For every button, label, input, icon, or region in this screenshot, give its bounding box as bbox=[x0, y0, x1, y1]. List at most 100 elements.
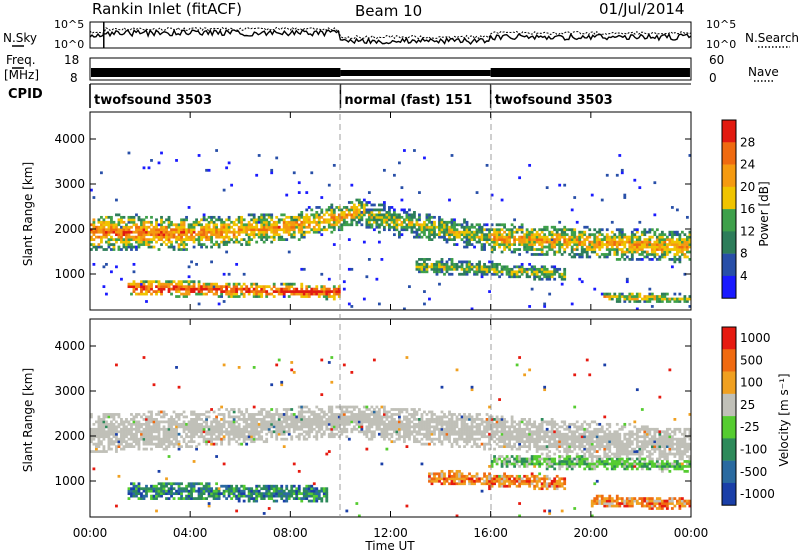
power-cell bbox=[143, 231, 146, 234]
power-cell bbox=[353, 209, 356, 212]
power-cell bbox=[168, 290, 171, 293]
power-cell bbox=[318, 290, 321, 293]
power-cell bbox=[320, 228, 323, 231]
power-cell bbox=[370, 218, 373, 221]
power-cell bbox=[278, 218, 281, 221]
power-cell bbox=[558, 275, 561, 278]
power-cell bbox=[543, 238, 546, 241]
power-cell bbox=[648, 293, 651, 296]
power-cell bbox=[543, 305, 546, 308]
power-cell bbox=[233, 233, 236, 236]
power-cell bbox=[613, 253, 616, 256]
power-cell bbox=[456, 231, 459, 234]
power-cell bbox=[255, 295, 258, 298]
velocity-cell bbox=[235, 430, 238, 433]
velocity-cell bbox=[115, 445, 118, 448]
power-cell bbox=[220, 228, 223, 231]
velocity-cell bbox=[431, 440, 434, 443]
power-cell bbox=[260, 221, 263, 224]
power-cell bbox=[168, 238, 171, 241]
power-cell bbox=[168, 236, 171, 239]
power-cell bbox=[190, 290, 193, 293]
velocity-cell bbox=[478, 477, 481, 480]
power-cell bbox=[653, 241, 656, 244]
velocity-cell bbox=[421, 420, 424, 423]
power-cell bbox=[483, 270, 486, 273]
velocity-cell bbox=[300, 423, 303, 426]
velocity-cell bbox=[476, 475, 479, 478]
power-cell bbox=[153, 226, 156, 229]
velocity-cell bbox=[318, 425, 321, 428]
power-cell bbox=[288, 231, 291, 234]
power-cell bbox=[546, 241, 549, 244]
velocity-cell bbox=[210, 425, 213, 428]
velocity-cell bbox=[471, 416, 474, 419]
power-cell bbox=[648, 298, 651, 301]
power-cell bbox=[133, 246, 136, 249]
velocity-cell bbox=[150, 440, 153, 443]
power-cell bbox=[553, 226, 556, 229]
power-cell bbox=[380, 223, 383, 226]
power-cell bbox=[208, 226, 211, 229]
power-cell bbox=[583, 243, 586, 246]
velocity-cell bbox=[355, 420, 358, 423]
power-cell bbox=[123, 243, 126, 246]
power-cell bbox=[601, 246, 604, 249]
power-cell bbox=[205, 236, 208, 239]
power-cell bbox=[265, 218, 268, 221]
power-cell bbox=[253, 236, 256, 239]
power-cell bbox=[315, 228, 318, 231]
power-cell bbox=[285, 221, 288, 224]
power-cell bbox=[563, 184, 566, 187]
velocity-cell bbox=[130, 495, 133, 498]
velocity-cell bbox=[398, 435, 401, 438]
velocity-cell bbox=[143, 487, 146, 490]
velocity-cell bbox=[143, 490, 146, 493]
velocity-cell bbox=[98, 430, 101, 433]
power-cell bbox=[458, 265, 461, 268]
power-cell bbox=[678, 300, 681, 303]
velocity-cell bbox=[290, 435, 293, 438]
power-cell bbox=[273, 231, 276, 234]
velocity-cell bbox=[333, 420, 336, 423]
power-cell bbox=[591, 251, 594, 254]
velocity-cell bbox=[423, 420, 426, 423]
power-cell bbox=[443, 221, 446, 224]
velocity-cell bbox=[443, 480, 446, 483]
velocity-cell bbox=[215, 428, 218, 431]
power-cell bbox=[180, 285, 183, 288]
power-cell bbox=[288, 283, 291, 286]
power-cell bbox=[385, 218, 388, 221]
power-cell bbox=[200, 218, 203, 221]
velocity-cell bbox=[155, 495, 158, 498]
power-cell bbox=[596, 236, 599, 239]
power-cell bbox=[631, 236, 634, 239]
power-cell bbox=[265, 293, 268, 296]
power-cell bbox=[230, 221, 233, 224]
power-cell bbox=[498, 228, 501, 231]
power-cell bbox=[508, 243, 511, 246]
velocity-cell bbox=[438, 472, 441, 475]
velocity-cell bbox=[265, 485, 268, 488]
velocity-cell bbox=[108, 435, 111, 438]
power-cell bbox=[305, 218, 308, 221]
power-cell bbox=[548, 233, 551, 236]
power-cell bbox=[183, 233, 186, 236]
velocity-cell bbox=[466, 423, 469, 426]
velocity-cell bbox=[283, 420, 286, 423]
power-cell bbox=[170, 241, 173, 244]
velocity-cell bbox=[466, 430, 469, 433]
power-cell bbox=[633, 233, 636, 236]
power-cell bbox=[210, 221, 213, 224]
velocity-cell bbox=[110, 413, 113, 416]
velocity-cell bbox=[451, 477, 454, 480]
velocity-cell bbox=[401, 428, 404, 431]
velocity-cell bbox=[155, 413, 158, 416]
velocity-cell bbox=[228, 420, 231, 423]
velocity-cell bbox=[243, 430, 246, 433]
velocity-cell bbox=[170, 416, 173, 419]
velocity-cell bbox=[298, 485, 301, 488]
power-cell bbox=[513, 241, 516, 244]
power-cell bbox=[428, 233, 431, 236]
velocity-cell bbox=[275, 490, 278, 493]
